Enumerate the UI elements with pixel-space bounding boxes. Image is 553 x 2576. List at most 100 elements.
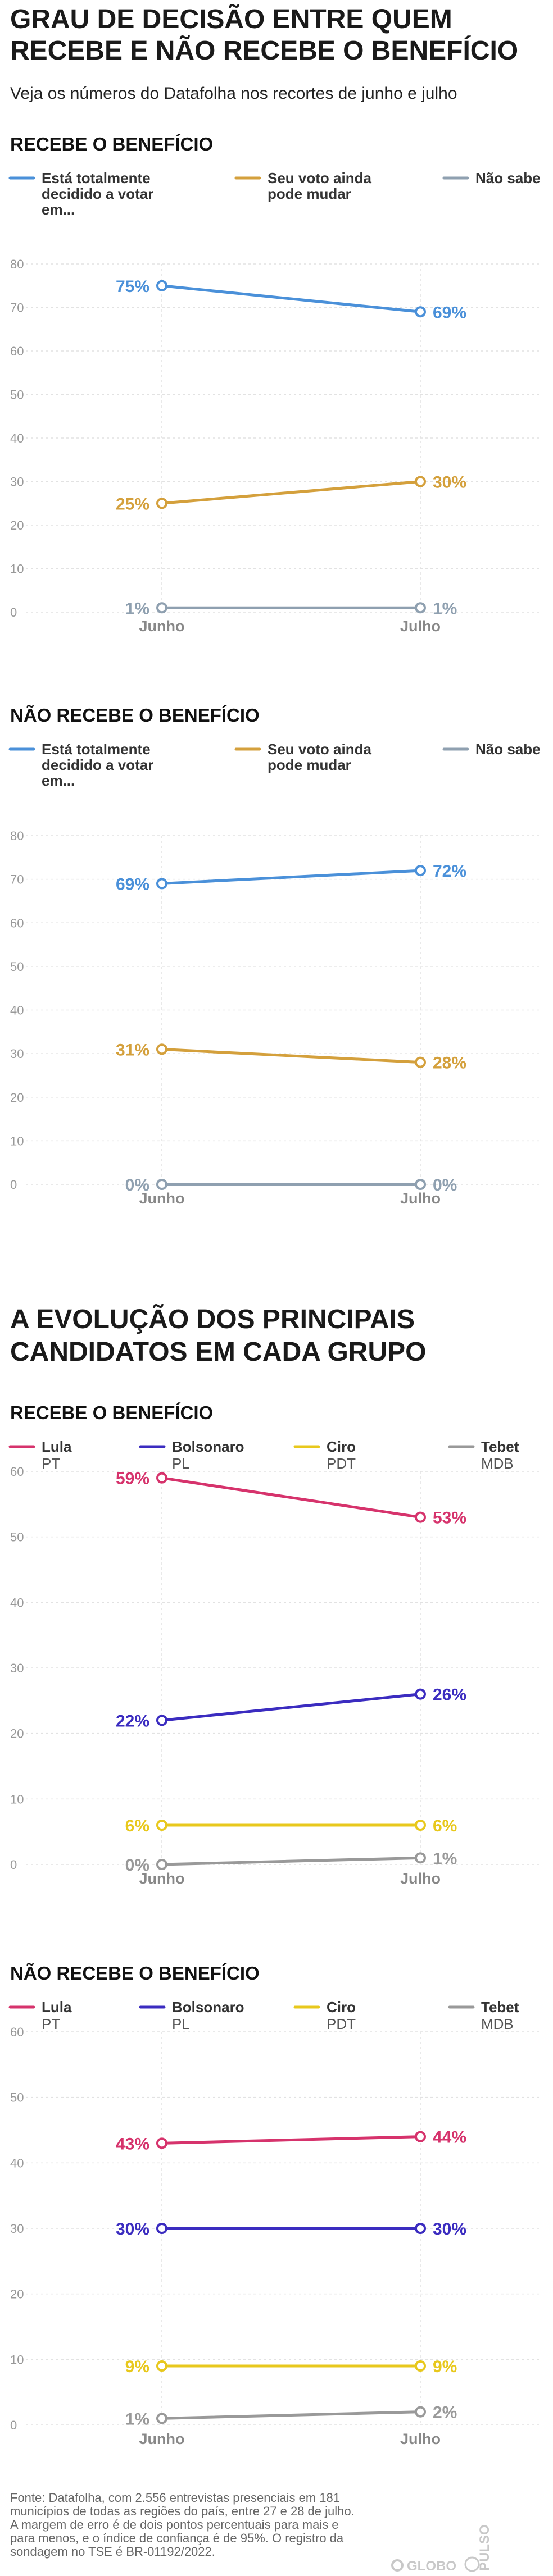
y-tick-label: 50 [10,388,24,402]
data-label: 6% [125,1817,149,1835]
legend-label: em... [42,772,75,789]
y-tick-label: 60 [10,1465,24,1479]
data-point [156,1820,167,1831]
chart-decision-recebe: RECEBE O BENEFÍCIO Está totalmentedecidid… [8,134,542,635]
data-point [415,2360,426,2372]
legend-label: Não sabe [475,741,541,758]
pulso-logo-icon [464,2556,480,2572]
data-label: 26% [433,1686,466,1704]
data-label: 22% [116,1712,149,1730]
legend-label: Ciro [327,1999,356,2016]
data-point [415,2223,426,2234]
legend-label: Seu voto ainda [268,170,371,186]
chart-heading: RECEBE O BENEFÍCIO [10,1402,213,1423]
data-point [156,878,167,890]
data-label: 69% [433,303,466,322]
legend-party: MDB [481,2016,514,2032]
legend-party: PDT [327,1455,356,1472]
data-point [415,2406,426,2418]
data-point [415,1179,426,1190]
y-tick-label: 40 [10,431,24,445]
series-line [160,2410,422,2420]
y-tick-label: 70 [10,873,24,887]
y-tick-label: 30 [10,1661,24,1675]
data-label: 0% [125,1176,149,1194]
data-point [156,2137,167,2149]
y-tick-label: 0 [10,605,17,619]
legend-party: PDT [327,2016,356,2032]
footnote-line-3: A margem de erro é de dois pontos percen… [10,2518,339,2532]
series-line [160,2135,422,2145]
data-point [415,1056,426,1068]
y-tick-label: 20 [10,1091,24,1105]
legend-party: PL [172,1455,190,1472]
globo-logo: GLOBO [391,2559,456,2574]
data-point [156,2413,167,2424]
data-label: 2% [433,2404,457,2422]
y-tick-label: 50 [10,1530,24,1544]
y-tick-label: 40 [10,1595,24,1610]
data-point [156,498,167,509]
legend-label: Bolsonaro [172,1438,244,1455]
legend-party: PT [42,1455,60,1472]
legend-label: Lula [42,1438,72,1455]
y-tick-label: 80 [10,257,24,271]
data-label: 30% [433,2220,466,2238]
series-line [160,1047,422,1064]
data-label: 43% [116,2135,149,2153]
data-label: 69% [116,875,149,893]
data-label: 30% [116,2220,149,2238]
data-label: 0% [433,1176,457,1194]
y-tick-label: 0 [10,1858,17,1872]
y-tick-label: 0 [10,2418,17,2432]
footnote-line-5: sondagem no TSE é BR-01192/2022. [10,2545,215,2559]
section-2-title-line-1: A EVOLUÇÃO DOS PRINCIPAIS [10,1303,415,1334]
y-tick-label: 30 [10,2222,24,2236]
footnote-line-4: para menos, e o índice de confiança é de… [10,2531,344,2545]
data-label: 30% [433,473,466,492]
legend-label: pode mudar [268,185,351,202]
legend-label: Lula [42,1999,72,2016]
y-tick-label: 40 [10,2156,24,2170]
y-tick-label: 20 [10,518,24,532]
series-line [160,284,422,313]
footnote-line-1: Fonte: Datafolha, com 2.556 entrevistas … [10,2491,340,2505]
chart-heading: NÃO RECEBE O BENEFÍCIO [10,1963,260,1984]
legend-party: MDB [481,1455,514,1472]
data-label: 59% [116,1470,149,1488]
legend-label: Tebet [481,1438,519,1455]
series-line [160,1476,422,1519]
legend-label: Seu voto ainda [268,741,371,758]
y-tick-label: 20 [10,2287,24,2301]
data-point [156,1043,167,1055]
data-point [415,2131,426,2142]
data-point [415,1511,426,1523]
legend-party: PL [172,2016,190,2032]
data-point [156,1472,167,1484]
y-tick-label: 60 [10,916,24,930]
main-title-line-1: GRAU DE DECISÃO ENTRE QUEM [10,3,452,34]
data-point [156,2360,167,2372]
x-tick-label: Junho [139,1870,185,1887]
x-tick-label: Junho [139,2431,185,2447]
legend-label: Tebet [481,1999,519,2016]
y-tick-label: 60 [10,2025,24,2039]
data-point [156,1859,167,1870]
y-tick-label: 50 [10,2091,24,2105]
data-point [415,476,426,487]
y-tick-label: 10 [10,562,24,576]
data-label: 25% [116,495,149,513]
data-point [415,1688,426,1700]
data-label: 1% [433,599,457,618]
y-tick-label: 30 [10,475,24,489]
chart-heading: RECEBE O BENEFÍCIO [10,134,213,154]
main-title-line-2: RECEBE E NÃO RECEBE O BENEFÍCIO [10,35,518,66]
legend-label: Bolsonaro [172,1999,244,2016]
y-tick-label: 10 [10,1792,24,1806]
y-tick-label: 10 [10,1134,24,1148]
data-point [156,602,167,614]
y-tick-label: 80 [10,829,24,843]
globo-logo-icon [391,2559,404,2572]
